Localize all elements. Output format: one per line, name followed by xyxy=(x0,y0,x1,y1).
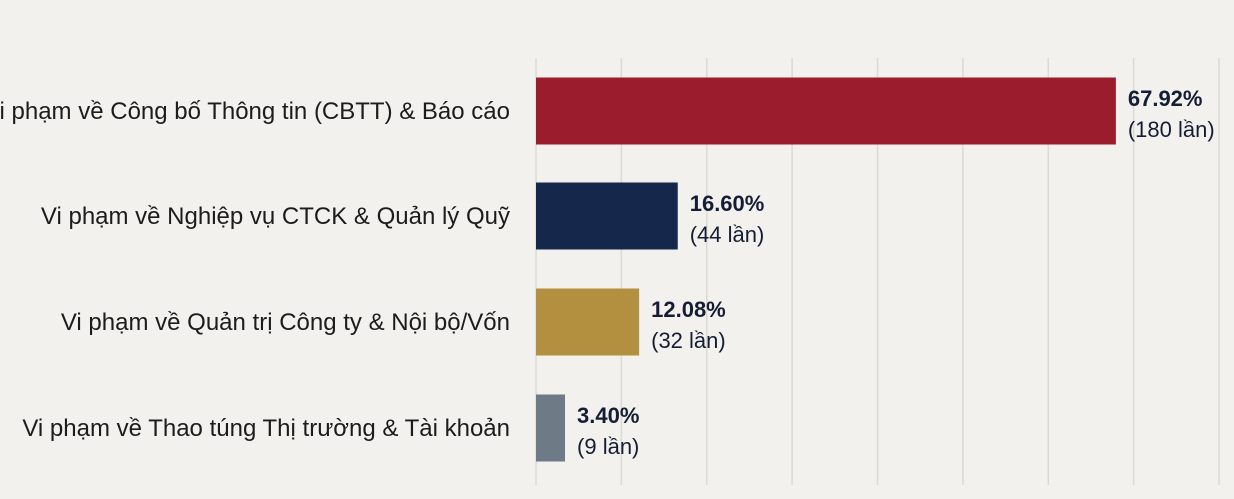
category-label: Vi phạm về Nghiệp vụ CTCK & Quản lý Quỹ xyxy=(41,203,510,230)
bar xyxy=(536,77,1116,145)
count-label: (32 lần) xyxy=(651,328,726,353)
category-label: Vi phạm về Công bố Thông tin (CBTT) & Bá… xyxy=(0,98,510,125)
bar xyxy=(536,182,678,250)
value-label: 67.92% xyxy=(1128,86,1203,111)
category-label: Vi phạm về Thao túng Thị trường & Tài kh… xyxy=(22,415,510,442)
bar xyxy=(536,394,566,462)
value-label: 16.60% xyxy=(690,191,765,216)
count-label: (9 lần) xyxy=(577,434,639,459)
count-label: (44 lần) xyxy=(690,222,765,247)
value-label: 3.40% xyxy=(577,403,639,428)
value-label: 12.08% xyxy=(651,297,726,322)
bars xyxy=(536,77,1116,462)
category-label: Vi phạm về Quản trị Công ty & Nội bộ/Vốn xyxy=(61,309,510,336)
bar xyxy=(536,288,640,356)
count-label: (180 lần) xyxy=(1128,117,1215,142)
labels: Vi phạm về Công bố Thông tin (CBTT) & Bá… xyxy=(0,86,1215,459)
